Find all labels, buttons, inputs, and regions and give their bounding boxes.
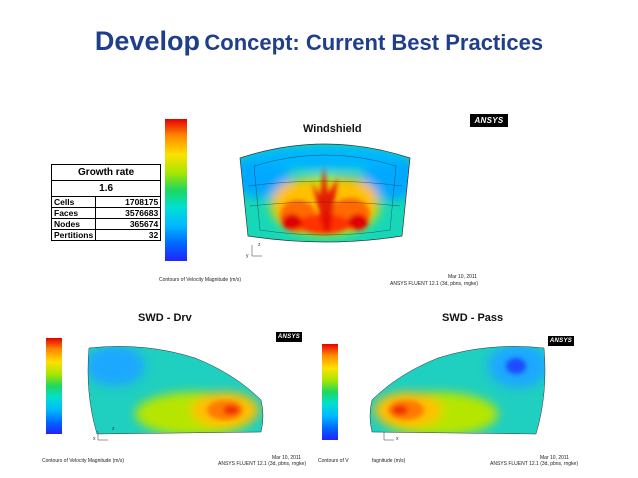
row-label: Cells [50, 196, 97, 208]
windshield-color-bar [165, 119, 187, 261]
swd-drv-axis-x: x [93, 436, 96, 442]
swd-pass-contour-caption-a: Contours of V [318, 458, 349, 464]
swd-drv-contour-plot [87, 346, 264, 435]
windshield-solver-info: ANSYS FLUENT 12.1 (3d, pbns, rngke) [390, 281, 479, 287]
windshield-axis-y: y [246, 253, 249, 259]
ansys-logo: ANSYS [276, 332, 302, 342]
swd-drv-title: SWD - Drv [138, 312, 192, 324]
windshield-axis-triad [251, 245, 262, 257]
title-rest: Concept: Current Best Practices [204, 30, 544, 55]
table-row: Faces 3576683 [50, 207, 162, 219]
swd-pass-date: Mar 10, 2011 [540, 455, 570, 461]
table-row: Cells 1708175 [50, 196, 162, 208]
row-value: 1708175 [95, 196, 162, 208]
windshield-title: Windshield [303, 123, 362, 135]
row-value: 32 [95, 229, 162, 241]
row-label: Faces [50, 207, 97, 219]
title-bold-word: Develop [94, 26, 200, 56]
ansys-logo: ANSYS [470, 114, 508, 127]
swd-pass-solver-info: ANSYS FLUENT 12.1 (3d, pbns, rngke) [490, 461, 579, 467]
windshield-contour-caption: Contours of Velocity Magnitude (m/s) [159, 277, 241, 283]
ansys-logo: ANSYS [548, 336, 574, 346]
row-value: 365674 [95, 218, 162, 230]
swd-drv-color-bar [46, 338, 62, 434]
swd-pass-axis-x: x [396, 436, 399, 442]
row-label: Nodes [50, 218, 97, 230]
swd-drv-axis-z: z [112, 426, 115, 432]
growth-rate-header: Growth rate [50, 164, 162, 181]
growth-rate-value: 1.6 [50, 180, 162, 197]
growth-rate-table: Growth rate 1.6 Cells 1708175 Faces 3576… [50, 164, 162, 241]
windshield-contour-plot [239, 143, 411, 243]
swd-pass-title: SWD - Pass [442, 312, 504, 324]
windshield-date: Mar 10, 2011 [448, 274, 478, 280]
row-value: 3576683 [95, 207, 162, 219]
windshield-axis-z: z [258, 242, 261, 248]
swd-drv-axis-triad [97, 431, 108, 441]
slide-title: Develop Concept: Current Best Practices [0, 26, 638, 57]
row-label: Pertitions [50, 229, 97, 241]
swd-pass-contour-caption-b: fagnitude (m/s) [372, 458, 406, 464]
swd-drv-solver-info: ANSYS FLUENT 12.1 (3d, pbns, rngke) [218, 461, 307, 467]
table-row: Nodes 365674 [50, 218, 162, 230]
swd-drv-date: Mar 10, 2011 [272, 455, 302, 461]
swd-pass-color-bar [322, 344, 338, 440]
table-row: Pertitions 32 [50, 229, 162, 241]
swd-pass-axis-triad [383, 432, 394, 441]
swd-pass-contour-plot [369, 346, 546, 435]
swd-drv-contour-caption: Contours of Velocity Magnitude (m/s) [42, 458, 124, 464]
